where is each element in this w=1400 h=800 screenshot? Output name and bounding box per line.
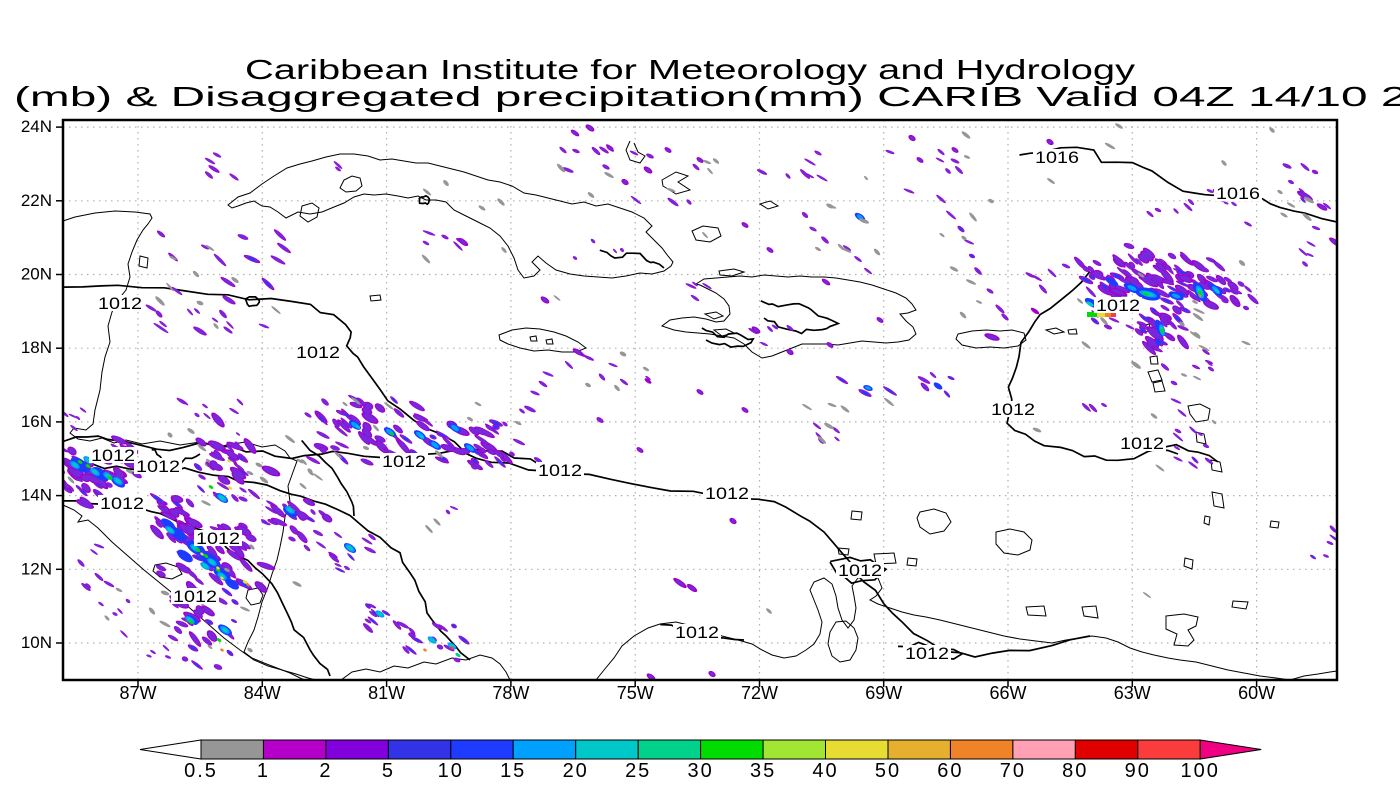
svg-text:14N: 14N [21,486,52,505]
svg-text:2: 2 [319,760,332,782]
svg-text:1012: 1012 [100,494,144,513]
svg-text:1012: 1012 [382,452,426,471]
svg-text:1012: 1012 [98,294,142,313]
svg-text:5: 5 [382,760,395,782]
svg-text:1012: 1012 [91,446,135,465]
svg-text:1016: 1016 [1216,184,1260,203]
svg-text:90: 90 [1125,760,1151,782]
svg-text:60: 60 [937,760,963,782]
svg-text:25: 25 [625,760,651,782]
svg-text:(mb) & Disaggregated precipita: (mb) & Disaggregated precipitation(mm) C… [14,81,1400,112]
svg-text:1012: 1012 [196,529,240,548]
svg-text:30: 30 [687,760,713,782]
svg-text:1012: 1012 [675,623,719,642]
svg-text:20N: 20N [21,265,52,284]
svg-text:Caribbean Institute for Meteor: Caribbean Institute for Meteorology and … [245,54,1135,85]
svg-text:72W: 72W [741,683,778,703]
svg-text:22N: 22N [21,191,52,210]
svg-text:84W: 84W [244,683,281,703]
svg-text:35: 35 [750,760,776,782]
svg-text:15: 15 [500,760,526,782]
svg-text:12N: 12N [21,559,52,578]
svg-text:1016: 1016 [1035,148,1079,167]
svg-text:87W: 87W [119,683,156,703]
svg-text:1012: 1012 [705,484,749,503]
svg-text:1012: 1012 [1096,296,1140,315]
svg-text:10: 10 [438,760,464,782]
svg-text:100: 100 [1181,760,1220,782]
svg-text:75W: 75W [617,683,654,703]
svg-text:10N: 10N [21,633,52,652]
svg-text:50: 50 [875,760,901,782]
svg-text:1012: 1012 [991,400,1035,419]
svg-text:81W: 81W [368,683,405,703]
svg-text:69W: 69W [865,683,902,703]
svg-text:0.5: 0.5 [184,760,218,782]
svg-text:63W: 63W [1114,683,1151,703]
svg-text:78W: 78W [492,683,529,703]
svg-text:1012: 1012 [1120,434,1164,453]
svg-text:1012: 1012 [136,457,180,476]
svg-text:80: 80 [1062,760,1088,782]
svg-text:1012: 1012 [905,644,949,663]
svg-text:24N: 24N [21,117,52,136]
svg-text:1012: 1012 [173,587,217,606]
svg-text:1012: 1012 [838,561,882,580]
svg-text:20: 20 [563,760,589,782]
svg-text:1: 1 [257,760,270,782]
svg-text:60W: 60W [1238,683,1275,703]
svg-text:18N: 18N [21,338,52,357]
svg-text:40: 40 [812,760,838,782]
svg-text:16N: 16N [21,412,52,431]
svg-text:1012: 1012 [296,343,340,362]
svg-text:70: 70 [1000,760,1026,782]
svg-text:66W: 66W [989,683,1026,703]
svg-text:1012: 1012 [538,461,582,480]
